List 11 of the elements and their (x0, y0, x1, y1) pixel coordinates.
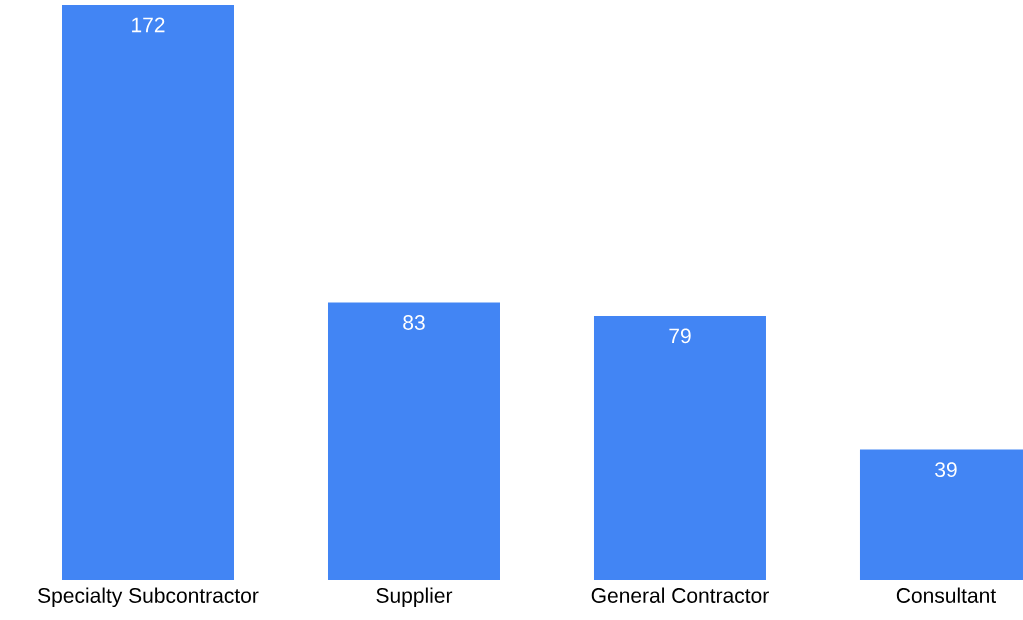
x-tick-label: Supplier (376, 587, 453, 608)
x-tick-label: General Contractor (591, 587, 769, 603)
x-tick-label: Consultant (896, 587, 996, 603)
data-label: 79 (669, 328, 691, 344)
data-label: 172 (132, 17, 165, 33)
data-label: 39 (935, 462, 957, 478)
bar (593, 315, 766, 580)
bar (62, 4, 234, 580)
x-tick-label: Specialty Subcontractor (38, 587, 259, 608)
data-label: 83 (403, 315, 425, 330)
bar (327, 302, 500, 580)
